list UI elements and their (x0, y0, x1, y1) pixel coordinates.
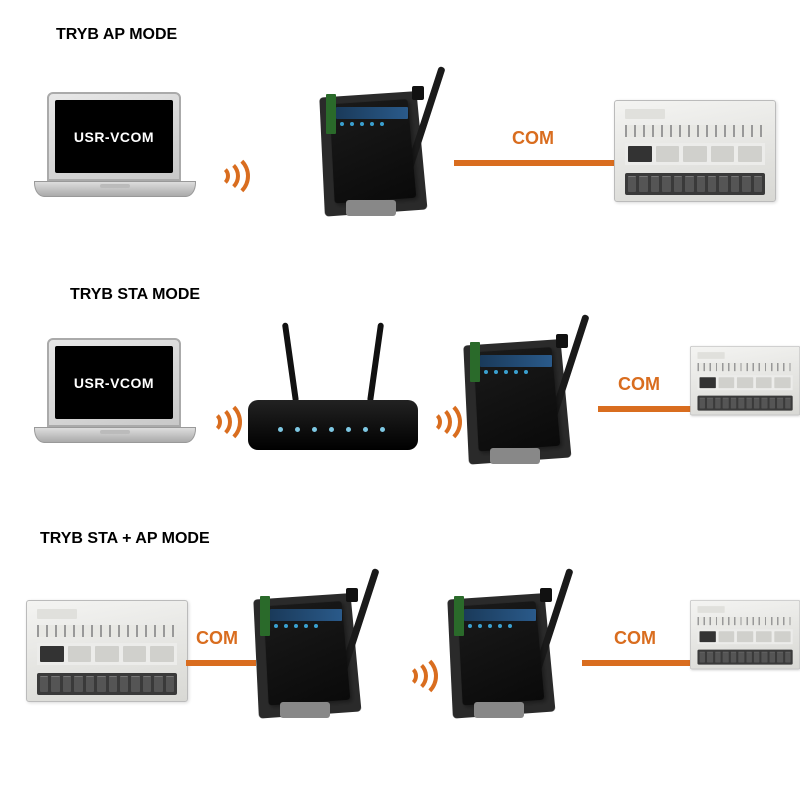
laptop-base (34, 181, 196, 197)
wifi-icon (208, 150, 252, 194)
wifi-icon (396, 650, 440, 694)
laptop-screen: USR-VCOM (47, 338, 181, 427)
com-label: COM (618, 374, 660, 395)
serial-wifi-converter (256, 574, 386, 724)
title-sta-mode: TRYB STA MODE (70, 286, 200, 304)
wifi-icon (200, 396, 244, 440)
serial-wifi-converter (322, 72, 452, 222)
com-cable (454, 160, 614, 166)
laptop-screen-inner: USR-VCOM (55, 100, 173, 173)
laptop-screen-text: USR-VCOM (74, 129, 154, 145)
com-label: COM (196, 628, 238, 649)
com-cable (598, 406, 692, 412)
title-sta-ap-mode: TRYB STA + AP MODE (40, 530, 210, 548)
laptop-screen-text: USR-VCOM (74, 375, 154, 391)
serial-wifi-converter (466, 320, 596, 470)
wifi-router (248, 320, 418, 450)
wifi-icon (420, 396, 464, 440)
laptop-sta: USR-VCOM (34, 338, 194, 448)
plc-device (614, 100, 774, 220)
plc-device (26, 600, 186, 720)
com-label: COM (614, 628, 656, 649)
com-cable (186, 660, 256, 666)
laptop-ap: USR-VCOM (34, 92, 194, 202)
plc-device (690, 600, 799, 682)
serial-wifi-converter (450, 574, 580, 724)
laptop-screen-inner: USR-VCOM (55, 346, 173, 419)
title-ap-mode: TRYB AP MODE (56, 26, 177, 44)
com-cable (582, 660, 690, 666)
com-label: COM (512, 128, 554, 149)
plc-device (690, 346, 799, 428)
laptop-screen: USR-VCOM (47, 92, 181, 181)
laptop-base (34, 427, 196, 443)
